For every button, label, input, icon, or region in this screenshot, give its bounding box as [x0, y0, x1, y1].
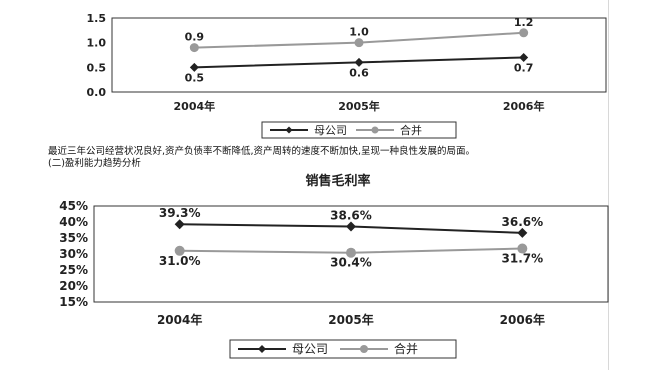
- chart2-data-label: 31.7%: [502, 252, 544, 266]
- chart1-data-label: 0.7: [514, 61, 534, 74]
- chart1-data-label: 1.0: [349, 26, 369, 39]
- chart1-ytick-label: 0.0: [87, 86, 107, 99]
- chart1-plot-area: [111, 17, 607, 93]
- chart1-data-label: 0.6: [349, 66, 369, 79]
- chart2-data-label: 30.4%: [330, 256, 372, 270]
- chart1-point-marker: [354, 57, 364, 67]
- chart2-data-label: 31.0%: [159, 254, 201, 268]
- chart1-point-marker: [189, 62, 199, 72]
- chart1-xtick-label: 2005年: [338, 99, 380, 113]
- chart2-legend-marker: [258, 345, 266, 353]
- chart2-ytick-label: 25%: [59, 263, 88, 277]
- analysis-paragraph: 最近三年公司经营状况良好,资产负债率不断降低,资产周转的速度不断加快,呈现一种良…: [48, 146, 476, 157]
- gross-margin-chart: 销售毛利率 45% 40% 35% 30% 25% 20% 15% 2004年 2005年 2006…: [59, 173, 609, 359]
- chart2-legend-label: 母公司: [292, 342, 328, 356]
- chart2-plot-area: [93, 205, 609, 303]
- chart1-point-marker: [354, 38, 364, 48]
- chart2-point-marker: [346, 221, 356, 232]
- chart2-data-label: 36.6%: [502, 215, 544, 229]
- chart2-legend-marker: [360, 345, 368, 353]
- chart1-data-label: 1.2: [514, 16, 534, 29]
- chart2-ytick-label: 40%: [59, 215, 88, 229]
- chart1-legend-marker: [285, 126, 293, 134]
- chart1-ytick-label: 0.5: [87, 61, 107, 74]
- chart2-ytick-label: 35%: [59, 231, 88, 245]
- chart2-ytick-label: 45%: [59, 199, 88, 213]
- chart2-xtick-label: 2005年: [328, 312, 373, 327]
- chart2-data-label: 39.3%: [159, 206, 201, 220]
- chart2-point-marker: [174, 219, 185, 230]
- chart2-ytick-label: 30%: [59, 247, 88, 261]
- chart2-point-marker: [517, 227, 528, 238]
- chart1-point-marker: [519, 52, 529, 62]
- chart1-ytick-label: 1.0: [87, 37, 107, 50]
- chart2-title: 销售毛利率: [305, 173, 370, 189]
- chart2-xtick-label: 2006年: [500, 312, 545, 327]
- chart1-point-marker: [519, 28, 529, 38]
- chart1-legend-label: 合并: [400, 123, 422, 137]
- chart2-point-marker: [174, 245, 185, 256]
- chart1-xtick-label: 2006年: [503, 99, 545, 113]
- debt-ratio-chart: 1.5 1.0 0.5 0.0 2004年 2005年 2006年 0.5 0.6 0.7 0.9 1…: [87, 12, 607, 139]
- chart1-ytick-label: 1.5: [87, 12, 107, 25]
- chart1-legend-label: 母公司: [314, 124, 347, 137]
- section-heading: (二)盈利能力趋势分析: [48, 158, 141, 169]
- chart2-point-marker: [517, 243, 528, 254]
- chart2-ytick-label: 15%: [59, 295, 88, 309]
- chart2-data-label: 38.6%: [330, 208, 372, 222]
- chart2-legend-label: 合并: [394, 341, 418, 356]
- page-edge-rule: [608, 0, 609, 370]
- chart1-data-label: 0.9: [185, 31, 205, 44]
- chart1-legend-marker: [371, 126, 379, 134]
- chart1-xtick-label: 2004年: [174, 99, 216, 113]
- chart2-ytick-label: 20%: [59, 279, 88, 293]
- chart2-xtick-label: 2004年: [157, 312, 202, 327]
- chart2-point-marker: [346, 247, 356, 258]
- chart1-data-label: 0.5: [185, 71, 205, 84]
- chart1-point-marker: [189, 43, 199, 53]
